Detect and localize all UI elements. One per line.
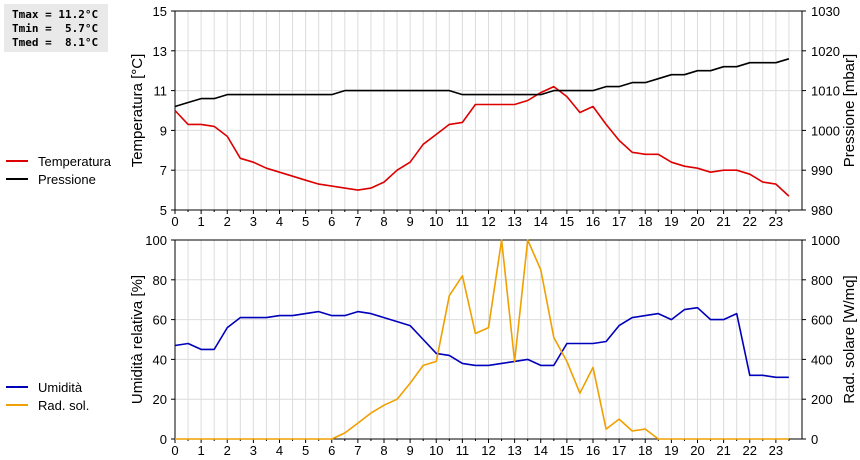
chart1-xtick-label: 22 xyxy=(743,214,757,229)
chart1-xtick-label: 18 xyxy=(638,214,652,229)
chart2-xtick-label: 23 xyxy=(769,443,783,458)
chart2-ytick-label: 60 xyxy=(153,313,167,328)
chart2-series-1-line xyxy=(174,306,789,379)
chart2-xtick-label: 3 xyxy=(250,443,257,458)
chart1-xtick-label: 4 xyxy=(276,214,283,229)
chart1-y2tick-label: 1000 xyxy=(811,123,840,138)
chart1-ytick-label: 7 xyxy=(160,163,167,178)
chart1-xtick-label: 5 xyxy=(302,214,309,229)
chart1-xtick-label: 7 xyxy=(354,214,361,229)
chart2-xtick-label: 20 xyxy=(690,443,704,458)
chart2-xtick-label: 10 xyxy=(429,443,443,458)
stats-box: Tmax = 11.2°C Tmin = 5.7°C Tmed = 8.1°C xyxy=(4,4,108,52)
chart2-ytick-label: 20 xyxy=(153,392,167,407)
chart2-xtick-label: 21 xyxy=(716,443,730,458)
chart1-xtick-label: 6 xyxy=(328,214,335,229)
chart2-xtick-label: 14 xyxy=(534,443,548,458)
chart1-xtick-label: 11 xyxy=(456,214,470,229)
chart2-y2tick-label: 400 xyxy=(811,352,833,367)
chart2-xtick-label: 11 xyxy=(456,443,470,458)
chart1-ytick-label: 5 xyxy=(160,203,167,218)
chart2-ylabel: Umidità relativa [%] xyxy=(129,275,146,404)
chart1-y2tick-label: 1020 xyxy=(811,44,840,59)
chart2-xtick-label: 6 xyxy=(328,443,335,458)
chart2-xtick-label: 17 xyxy=(612,443,626,458)
chart1-xtick-label: 20 xyxy=(690,214,704,229)
chart2-xtick-label: 0 xyxy=(171,443,178,458)
chart2-xtick-label: 4 xyxy=(276,443,283,458)
chart2-xtick-label: 5 xyxy=(302,443,309,458)
chart2-xtick-label: 7 xyxy=(354,443,361,458)
chart1-y2tick-label: 980 xyxy=(811,203,833,218)
chart1-xtick-label: 8 xyxy=(380,214,387,229)
chart2-xtick-label: 2 xyxy=(224,443,231,458)
chart1-xtick-label: 23 xyxy=(769,214,783,229)
chart1-ytick-label: 11 xyxy=(154,84,168,99)
chart2-xtick-label: 1 xyxy=(198,443,205,458)
chart2-xtick-label: 22 xyxy=(743,443,757,458)
chart1-legend-label: Temperatura xyxy=(38,154,112,169)
chart1-legend-label: Pressione xyxy=(38,172,96,187)
chart1-xtick-label: 16 xyxy=(586,214,600,229)
chart1-ytick-label: 13 xyxy=(153,44,167,59)
chart2-ytick-label: 80 xyxy=(153,273,167,288)
chart2-xtick-label: 9 xyxy=(407,443,414,458)
chart2-ytick-label: 100 xyxy=(145,233,167,248)
chart2-y2tick-label: 600 xyxy=(811,313,833,328)
chart2-frame xyxy=(174,239,803,440)
chart1-y2tick-label: 990 xyxy=(811,163,833,178)
chart1-y2tick-label: 1030 xyxy=(811,4,840,19)
chart2-xtick-label: 12 xyxy=(481,443,495,458)
chart2-ytick-label: 40 xyxy=(153,352,167,367)
chart1-xtick-label: 10 xyxy=(429,214,443,229)
chart2-y2tick-label: 800 xyxy=(811,273,833,288)
chart2-legend-label: Rad. sol. xyxy=(38,398,89,413)
chart1-xtick-label: 21 xyxy=(716,214,730,229)
chart1-ylabel: Temperatura [°C] xyxy=(129,54,146,168)
chart2-legend-label: Umidità xyxy=(38,380,83,395)
chart2-y2tick-label: 0 xyxy=(811,432,818,447)
chart2-xtick-label: 15 xyxy=(560,443,574,458)
chart1-xtick-label: 0 xyxy=(171,214,178,229)
chart1-y2tick-label: 1010 xyxy=(811,84,840,99)
chart2-xtick-label: 8 xyxy=(380,443,387,458)
chart1-xtick-label: 14 xyxy=(534,214,548,229)
chart1-y2label: Pressione [mbar] xyxy=(841,54,858,167)
chart1-xtick-label: 19 xyxy=(664,214,678,229)
chart2-y2label: Rad. solare [W/mq] xyxy=(841,275,858,403)
chart1-xtick-label: 13 xyxy=(507,214,521,229)
chart2-y2tick-label: 200 xyxy=(811,392,833,407)
chart1-ytick-label: 9 xyxy=(160,123,167,138)
chart1: 0 1 2 3 4 5 6 7 8 9 10 11 12 13 14 15 16 17 18 19 20 21 22 235 9… xyxy=(6,4,858,229)
tmin-text: Tmin = 5.7°C xyxy=(12,22,99,35)
chart2-y2tick-label: 1000 xyxy=(811,233,840,248)
chart1-xtick-label: 3 xyxy=(250,214,257,229)
chart1-xtick-label: 15 xyxy=(560,214,574,229)
chart1-xtick-label: 12 xyxy=(481,214,495,229)
chart1-ytick-label: 15 xyxy=(153,4,167,19)
tmed-text: Tmed = 8.1°C xyxy=(12,36,99,49)
chart2-xtick-label: 18 xyxy=(638,443,652,458)
chart1-series-2-line xyxy=(174,58,790,108)
chart2-ytick-label: 0 xyxy=(160,432,167,447)
chart2: 0 1 2 3 4 5 6 7 8 9 10 11 12 13 14 15 16 17 18 19 20 21 22 230 0… xyxy=(6,233,858,458)
chart1-xtick-label: 9 xyxy=(407,214,414,229)
chart1-series-1-line xyxy=(174,85,790,197)
chart1-xtick-label: 1 xyxy=(198,214,205,229)
chart2-xtick-label: 13 xyxy=(507,443,521,458)
chart2-xtick-label: 16 xyxy=(586,443,600,458)
chart1-xtick-label: 2 xyxy=(224,214,231,229)
chart1-xtick-label: 17 xyxy=(612,214,626,229)
chart2-xtick-label: 19 xyxy=(664,443,678,458)
chart2-series-2-line xyxy=(175,239,789,440)
tmax-text: Tmax = 11.2°C xyxy=(12,8,99,21)
